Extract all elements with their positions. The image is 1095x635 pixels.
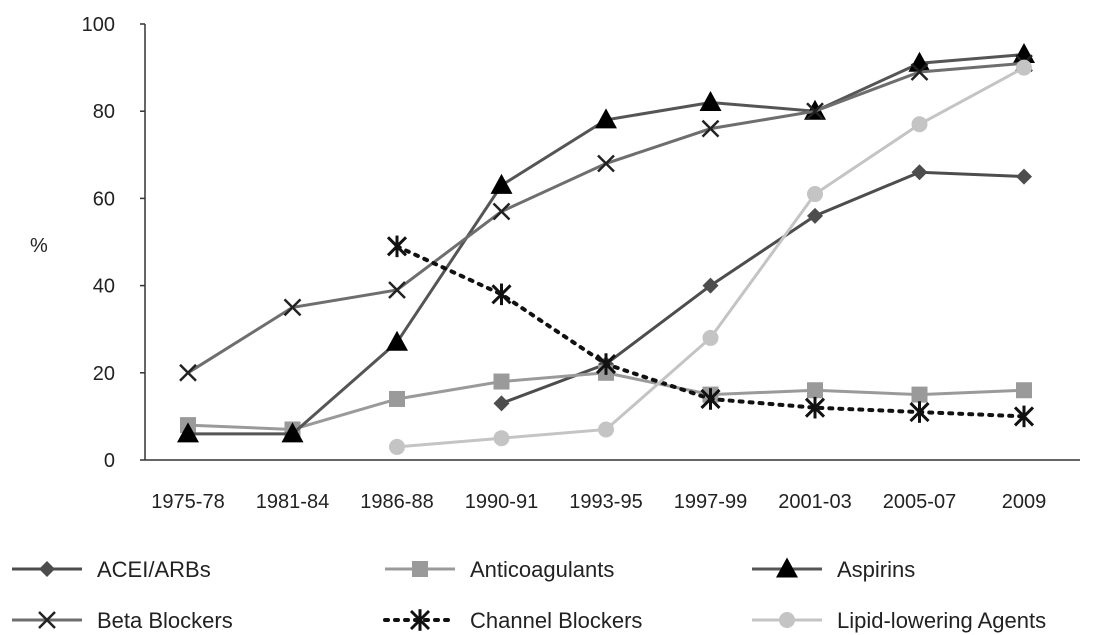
data-point — [807, 382, 823, 399]
x-tick-label: 1981-84 — [256, 491, 329, 513]
data-point — [492, 202, 511, 221]
series-line — [500, 170, 1025, 405]
data-point — [910, 63, 929, 81]
series-lipid-lowering-agents — [389, 59, 1032, 455]
x-tick-label: 1975-78 — [151, 491, 224, 513]
data-point — [598, 421, 614, 438]
data-point — [493, 373, 510, 390]
data-point — [804, 396, 826, 419]
legend-label: Anticoagulants — [470, 557, 614, 582]
data-point — [283, 298, 302, 317]
legend-label: Channel Blockers — [470, 608, 642, 633]
data-point — [911, 116, 928, 133]
data-point — [807, 207, 823, 224]
legend-marker — [409, 609, 431, 631]
y-tick-label: 20 — [93, 363, 115, 385]
series-beta-blockers — [179, 54, 1033, 382]
data-point — [177, 422, 199, 443]
legend-label: ACEI/ARBs — [97, 557, 211, 582]
data-point — [699, 90, 722, 111]
x-tick-label: 2001-03 — [778, 491, 851, 513]
data-point — [911, 164, 928, 181]
y-axis-label: % — [30, 235, 48, 257]
data-point — [179, 363, 197, 382]
legend-label: Lipid-lowering Agents — [837, 608, 1046, 633]
data-point — [806, 102, 824, 121]
x-tick-label: 1997-99 — [674, 491, 747, 513]
legend-marker — [38, 611, 56, 629]
x-tick-label: 1993-95 — [569, 491, 642, 513]
legend-marker — [39, 561, 55, 577]
data-point — [491, 283, 512, 306]
data-point — [1016, 382, 1032, 399]
data-point — [386, 235, 408, 258]
data-point — [1013, 405, 1035, 428]
data-point — [909, 401, 930, 423]
data-point — [493, 395, 510, 412]
legend-item: Anticoagulants — [385, 557, 614, 582]
x-tick-label: 2005-07 — [883, 491, 956, 513]
y-tick-label: 40 — [93, 276, 115, 298]
x-tick-label: 1986-88 — [360, 491, 433, 513]
legend-item: ACEI/ARBs — [12, 557, 211, 582]
legend-item: Beta Blockers — [12, 608, 233, 633]
series-line — [187, 371, 1025, 431]
data-point — [807, 186, 823, 203]
y-tick-label: 0 — [104, 450, 115, 472]
x-tick-label: 1990-91 — [465, 491, 538, 513]
legend-item: Aspirins — [752, 557, 915, 582]
data-point — [1016, 59, 1032, 76]
data-point — [389, 390, 405, 407]
series-channel-blockers — [386, 235, 1035, 428]
data-point — [702, 329, 719, 346]
y-tick-label: 60 — [93, 188, 115, 210]
legend-item: Lipid-lowering Agents — [752, 608, 1046, 633]
legend-marker — [412, 561, 428, 577]
legend-item: Channel Blockers — [383, 608, 642, 633]
data-point — [702, 277, 719, 294]
data-point — [595, 108, 617, 129]
x-tick-label: 2009 — [1002, 491, 1047, 513]
data-point — [911, 386, 928, 403]
data-point — [597, 154, 615, 173]
legend-label: Aspirins — [837, 557, 915, 582]
data-point — [700, 388, 721, 410]
data-point — [388, 281, 406, 299]
y-tick-label: 100 — [82, 14, 115, 36]
legend-marker — [779, 612, 795, 628]
data-point — [386, 330, 408, 351]
data-point — [490, 173, 513, 194]
data-point — [389, 438, 405, 455]
data-point — [595, 353, 617, 375]
data-point — [701, 119, 720, 138]
legend-marker — [776, 557, 798, 578]
data-point — [1016, 168, 1032, 185]
y-tick-label: 80 — [93, 101, 115, 123]
series-aspirins — [177, 43, 1035, 443]
data-point — [281, 422, 304, 443]
data-point — [493, 430, 510, 447]
legend-label: Beta Blockers — [97, 608, 233, 633]
